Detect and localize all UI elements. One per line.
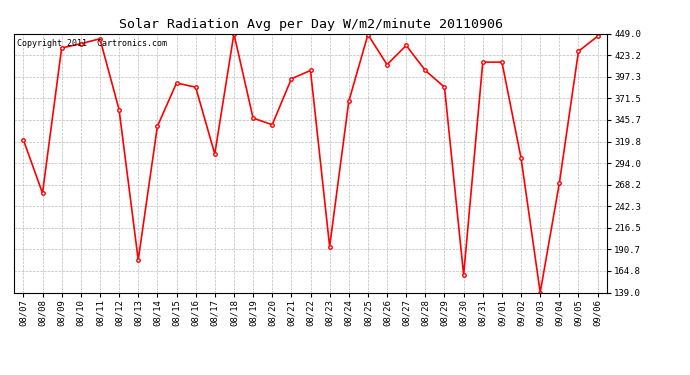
Title: Solar Radiation Avg per Day W/m2/minute 20110906: Solar Radiation Avg per Day W/m2/minute …	[119, 18, 502, 31]
Text: Copyright 2011  Cartronics.com: Copyright 2011 Cartronics.com	[17, 39, 167, 48]
